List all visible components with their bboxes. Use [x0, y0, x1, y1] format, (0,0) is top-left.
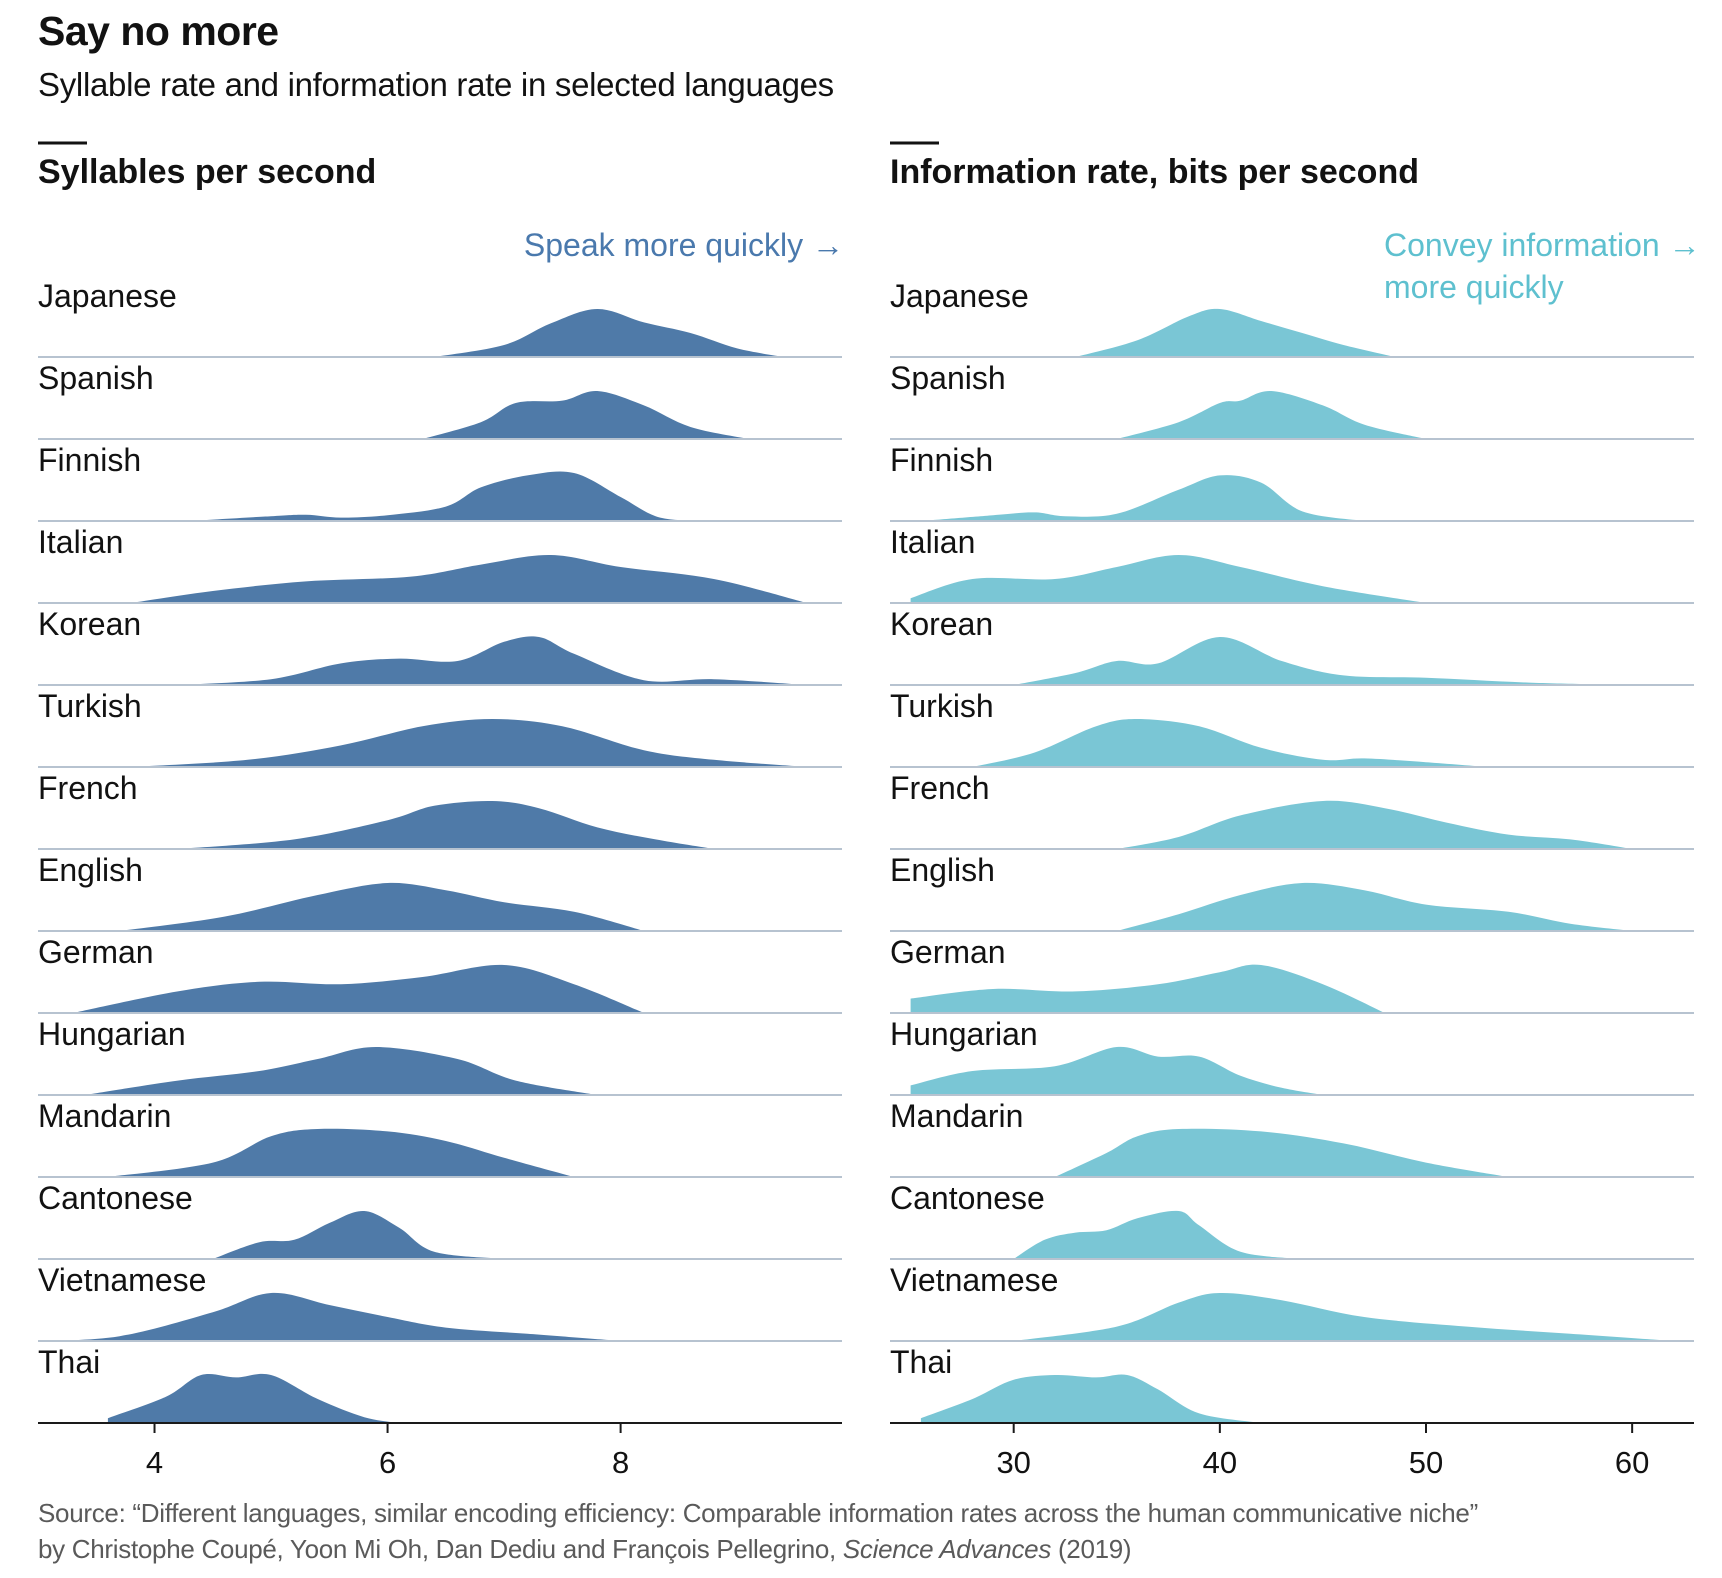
source-line-2: by Christophe Coupé, Yoon Mi Oh, Dan Ded… — [38, 1531, 1478, 1567]
information-density-spanish — [1116, 390, 1426, 439]
information-density-finnish — [920, 475, 1365, 521]
information-density-french — [1116, 800, 1633, 849]
syllables-label-italian: Italian — [38, 524, 123, 560]
information-annotation-line-1: Convey information → — [1384, 227, 1701, 263]
syllables-density-italian — [131, 554, 807, 603]
information-label-mandarin: Mandarin — [890, 1098, 1023, 1134]
syllables-tick-label-8: 8 — [612, 1445, 629, 1480]
information-label-turkish: Turkish — [890, 688, 994, 724]
information-density-hungarian — [910, 1046, 1323, 1095]
syllables-density-thai — [107, 1373, 400, 1423]
syllables-density-japanese — [434, 308, 784, 357]
syllables-label-french: French — [38, 770, 138, 806]
information-label-cantonese: Cantonese — [890, 1180, 1045, 1216]
information-label-german: German — [890, 934, 1006, 970]
chart-title: Say no more — [38, 8, 279, 54]
syllables-label-vietnamese: Vietnamese — [38, 1262, 206, 1298]
syllables-label-japanese: Japanese — [38, 278, 177, 314]
syllables-label-mandarin: Mandarin — [38, 1098, 171, 1134]
source-line-1: Source: “Different languages, similar en… — [38, 1498, 1478, 1528]
chart-subtitle: Syllable rate and information rate in se… — [38, 66, 834, 103]
syllables-density-german — [73, 964, 644, 1013]
information-density-mandarin — [1054, 1128, 1509, 1177]
source-year: (2019) — [1051, 1534, 1132, 1564]
syllables-label-german: German — [38, 934, 154, 970]
information-density-turkish — [972, 719, 1488, 767]
information-label-vietnamese: Vietnamese — [890, 1262, 1058, 1298]
information-label-thai: Thai — [890, 1344, 952, 1380]
syllables-tick-label-4: 4 — [146, 1445, 163, 1480]
information-density-cantonese — [1013, 1210, 1303, 1259]
information-label-korean: Korean — [890, 606, 993, 642]
syllables-panel-title: Syllables per second — [38, 153, 376, 191]
syllables-density-spanish — [422, 390, 749, 439]
information-label-spanish: Spanish — [890, 360, 1006, 396]
source-note: Source: “Different languages, similar en… — [38, 1495, 1478, 1567]
syllables-density-vietnamese — [38, 1292, 621, 1341]
information-label-english: English — [890, 852, 995, 888]
syllables-density-hungarian — [84, 1047, 598, 1095]
syllables-label-thai: Thai — [38, 1344, 100, 1380]
source-journal: Science Advances — [842, 1534, 1052, 1564]
syllables-density-french — [177, 800, 714, 849]
information-tick-label-30: 30 — [996, 1445, 1030, 1480]
information-density-vietnamese — [1013, 1292, 1674, 1341]
syllables-label-english: English — [38, 852, 143, 888]
information-density-japanese — [1075, 308, 1396, 357]
information-panel-title: Information rate, bits per second — [890, 153, 1419, 191]
information-label-french: French — [890, 770, 990, 806]
syllables-label-spanish: Spanish — [38, 360, 154, 396]
syllables-density-korean — [177, 636, 808, 685]
syllables-label-cantonese: Cantonese — [38, 1180, 193, 1216]
information-label-italian: Italian — [890, 524, 975, 560]
information-tick-label-60: 60 — [1615, 1445, 1649, 1480]
syllables-label-turkish: Turkish — [38, 688, 142, 724]
syllables-label-hungarian: Hungarian — [38, 1016, 186, 1052]
information-label-finnish: Finnish — [890, 442, 993, 478]
information-label-japanese: Japanese — [890, 278, 1029, 314]
source-authors: by Christophe Coupé, Yoon Mi Oh, Dan Ded… — [38, 1534, 843, 1564]
information-tick-label-50: 50 — [1409, 1445, 1443, 1480]
syllables-density-english — [119, 882, 644, 931]
syllables-density-cantonese — [212, 1210, 505, 1259]
information-density-italian — [910, 555, 1426, 603]
information-tick-label-40: 40 — [1203, 1445, 1237, 1480]
information-label-hungarian: Hungarian — [890, 1016, 1038, 1052]
syllables-label-finnish: Finnish — [38, 442, 141, 478]
information-density-english — [1116, 882, 1633, 931]
syllables-label-korean: Korean — [38, 606, 141, 642]
syllables-density-turkish — [131, 719, 807, 767]
syllables-density-finnish — [189, 471, 691, 521]
information-annotation-line-2: more quickly — [1384, 269, 1564, 305]
information-density-thai — [920, 1374, 1262, 1423]
syllables-tick-label-6: 6 — [379, 1445, 396, 1480]
syllables-density-mandarin — [107, 1128, 575, 1177]
information-density-korean — [1013, 636, 1633, 685]
syllables-annotation-line-1: Speak more quickly → — [524, 227, 844, 263]
information-density-german — [910, 964, 1385, 1013]
